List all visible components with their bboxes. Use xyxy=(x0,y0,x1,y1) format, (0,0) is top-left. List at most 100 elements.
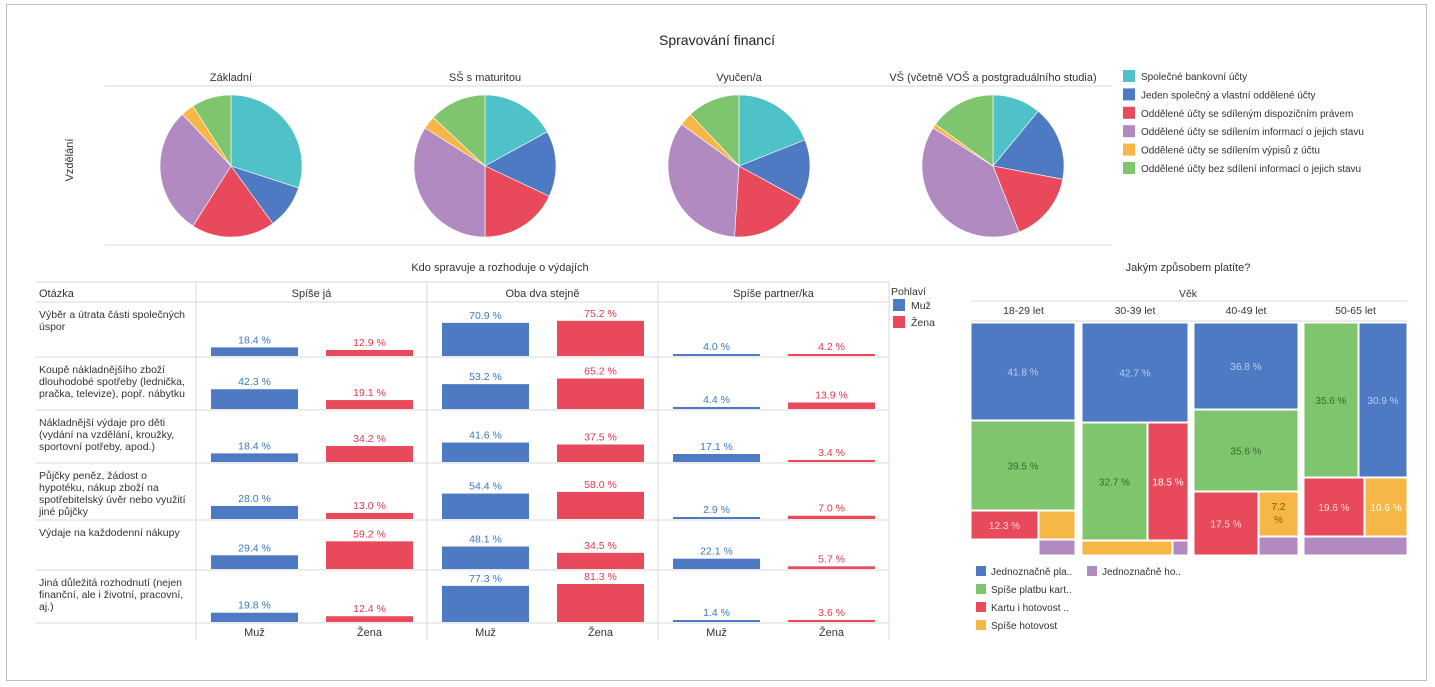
treemap-cell xyxy=(1147,422,1189,541)
bar-row-label: (vydání na vzdělání, kroužky, xyxy=(39,429,174,441)
treemap-cell xyxy=(1038,510,1076,540)
pie-slice[interactable] xyxy=(734,165,802,238)
pie-slice[interactable] xyxy=(935,94,994,167)
bar-muz xyxy=(673,558,760,569)
treemap-cell xyxy=(970,420,1076,511)
bar-row-label: pračka, televize), popř. nábytku xyxy=(39,388,185,400)
bar-value-label: 13.0 % xyxy=(353,500,386,512)
treemap-cell xyxy=(1364,477,1408,537)
pie-slice[interactable] xyxy=(738,139,811,201)
bar-row-label: jiné půjčky xyxy=(38,506,89,518)
bar-value-label: 65.2 % xyxy=(584,366,617,378)
pie-slice[interactable] xyxy=(192,165,274,238)
bar-row-label: Jiná důležitá rozhodnutí (nejen xyxy=(39,577,182,589)
treemap-legend-label: Jednoznačně ho.. xyxy=(1102,567,1181,578)
bar-value-label: 54.4 % xyxy=(469,481,502,493)
treemap-cell-label: 36.8 % xyxy=(1230,362,1261,373)
pie-panel-title: VŠ (včetně VOŠ a postgraduálního studia) xyxy=(889,71,1096,84)
pie-slice[interactable] xyxy=(992,110,1065,180)
bar-muz xyxy=(442,322,529,356)
bar-zena xyxy=(788,354,875,356)
pie-slice[interactable] xyxy=(689,94,740,167)
bar-value-label: 4.4 % xyxy=(703,394,730,406)
bar-muz xyxy=(673,620,760,622)
bar-value-label: 29.4 % xyxy=(238,542,271,554)
treemap-cell-label: 41.8 % xyxy=(1007,368,1038,379)
bar-muz xyxy=(673,517,760,519)
pie-slice[interactable] xyxy=(192,94,232,168)
bar-row-label: dlouhodobé spotřeby (lednička, xyxy=(39,376,185,388)
pie-slice[interactable] xyxy=(432,94,486,167)
treemap-column-label: 30-39 let xyxy=(1115,305,1156,317)
treemap-cell-label: 39.5 % xyxy=(1007,462,1038,473)
bar-muz xyxy=(673,406,760,409)
treemap-column-label: 50-65 let xyxy=(1335,305,1376,317)
bar-value-label: 41.6 % xyxy=(469,430,502,442)
bar-value-label: 42.3 % xyxy=(238,376,271,388)
bar-zena xyxy=(557,320,644,356)
pie-row-label: Vzdělání xyxy=(64,139,76,182)
bar-value-label: 53.2 % xyxy=(469,371,502,383)
bar-value-label: 48.1 % xyxy=(469,534,502,546)
pie-slice[interactable] xyxy=(992,165,1064,233)
bar-zena xyxy=(557,552,644,569)
pie-slice[interactable] xyxy=(413,127,486,238)
pie-panel-title: Vyučen/a xyxy=(716,72,762,84)
treemap-legend-swatch xyxy=(976,584,986,594)
treemap-cell-label: 7.2 xyxy=(1272,502,1286,513)
bar-value-label: 58.0 % xyxy=(584,479,617,491)
pie-slice[interactable] xyxy=(159,113,232,227)
pie-legend-label: Oddělené účty se sdílením informací o je… xyxy=(1141,127,1364,138)
bar-value-label: 59.2 % xyxy=(353,528,386,540)
treemap-legend-swatch xyxy=(976,620,986,630)
treemap-cell-label: % xyxy=(1274,515,1283,526)
pie-legend-label: Oddělené účty se sdíleným dispozičním pr… xyxy=(1141,109,1353,120)
treemap-cell xyxy=(1081,422,1148,541)
bar-muz xyxy=(211,555,298,569)
treemap-legend-label: Spíše platbu kart.. xyxy=(991,585,1072,596)
pie-slice[interactable] xyxy=(667,123,740,238)
bar-zena xyxy=(557,491,644,519)
bar-muz xyxy=(442,442,529,462)
treemap-cell-label: 35.6 % xyxy=(1230,447,1261,458)
bar-value-label: 77.3 % xyxy=(469,573,502,585)
bar-value-label: 1.4 % xyxy=(703,607,730,619)
bar-zena xyxy=(557,378,644,409)
bar-value-label: 81.3 % xyxy=(584,571,617,583)
bar-zena xyxy=(326,446,413,462)
dashboard-frame xyxy=(6,4,1427,681)
bar-value-label: 12.9 % xyxy=(353,337,386,349)
bar-legend-swatch xyxy=(893,316,905,328)
bar-row-label: Půjčky peněz, žádost o xyxy=(39,470,147,482)
treemap-cell xyxy=(1081,322,1189,423)
pie-slice[interactable] xyxy=(738,94,806,167)
bar-value-label: 5.7 % xyxy=(818,553,845,565)
pie-slice[interactable] xyxy=(484,165,550,238)
bar-zena xyxy=(788,566,875,569)
bar-row-label: hypotéku, nákup zboží na xyxy=(39,482,159,494)
pie-slice[interactable] xyxy=(484,94,548,167)
bar-muz xyxy=(442,384,529,409)
bar-axis-label: Muž xyxy=(706,627,727,639)
bar-muz xyxy=(211,505,298,519)
treemap-cell xyxy=(1193,491,1259,556)
bar-muz xyxy=(673,454,760,462)
bar-column-header: Spíše já xyxy=(292,288,333,300)
bar-value-label: 3.4 % xyxy=(818,447,845,459)
treemap-cell-label: 12.3 % xyxy=(989,521,1020,532)
bar-value-label: 13.9 % xyxy=(815,390,848,402)
pie-legend-swatch xyxy=(1123,70,1135,82)
treemap-legend-label: Jednoznačně pla.. xyxy=(991,567,1072,578)
bar-row-label: sportovní potřeby, apod.) xyxy=(39,441,155,453)
pie-slice[interactable] xyxy=(230,94,303,189)
bar-value-label: 19.8 % xyxy=(238,600,271,612)
bar-value-label: 4.2 % xyxy=(818,341,845,353)
bar-value-label: 70.9 % xyxy=(469,310,502,322)
bar-zena xyxy=(326,541,413,569)
pie-slice[interactable] xyxy=(921,127,1020,238)
bar-axis-label: Žena xyxy=(357,626,383,639)
bar-column-header: Oba dva stejně xyxy=(506,288,580,300)
pie-slice[interactable] xyxy=(484,131,557,197)
treemap-legend-swatch xyxy=(1087,566,1097,576)
